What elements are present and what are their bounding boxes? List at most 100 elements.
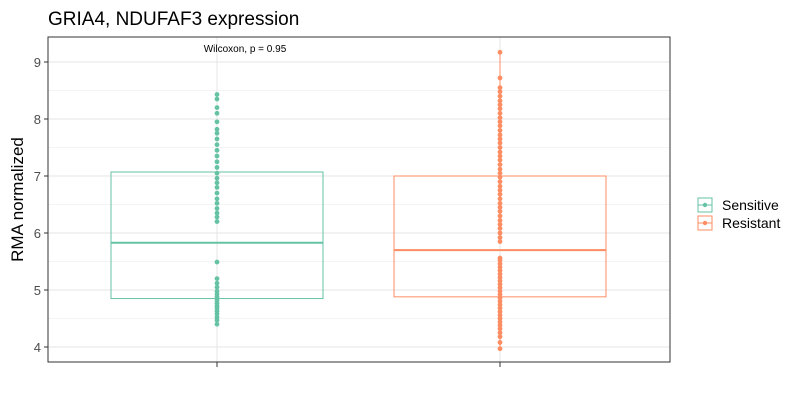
data-point — [497, 340, 503, 345]
data-point — [214, 280, 220, 286]
data-point — [214, 214, 220, 220]
data-point — [497, 115, 503, 121]
data-point — [497, 346, 503, 352]
data-point — [497, 264, 503, 270]
data-point — [497, 319, 503, 325]
legend-key-point — [702, 202, 708, 208]
data-point — [497, 149, 503, 155]
data-point — [214, 119, 220, 125]
data-point — [497, 75, 503, 81]
data-point — [214, 153, 220, 159]
data-point — [497, 153, 503, 159]
data-point — [497, 326, 503, 332]
data-point — [497, 93, 503, 99]
wilcoxon-annotation: Wilcoxon, p = 0.95 — [204, 44, 287, 55]
data-point — [497, 187, 503, 193]
data-point — [214, 297, 220, 303]
y-tick-label: 9 — [34, 55, 41, 70]
data-point — [497, 191, 503, 197]
data-point — [214, 175, 220, 181]
legend-label: Sensitive — [722, 197, 779, 213]
legend-label: Resistant — [722, 215, 780, 231]
data-point — [214, 126, 220, 132]
data-point — [214, 130, 220, 136]
x-axis — [216, 362, 501, 367]
data-point — [497, 106, 503, 112]
data-point — [497, 271, 503, 277]
data-point — [214, 288, 220, 294]
data-point — [214, 219, 220, 225]
data-point — [497, 174, 503, 180]
data-point — [214, 196, 220, 202]
data-point — [214, 284, 220, 290]
legend-item-resistant: Resistant — [697, 215, 780, 231]
data-point — [497, 85, 503, 91]
data-point — [214, 314, 220, 320]
data-point — [214, 276, 220, 281]
data-point — [497, 334, 503, 340]
data-point — [214, 206, 220, 211]
data-point — [497, 292, 503, 297]
data-point — [497, 255, 503, 261]
data-point — [497, 305, 503, 311]
data-point — [497, 275, 503, 280]
y-tick-label: 4 — [34, 340, 41, 355]
data-point — [497, 136, 503, 142]
data-point — [497, 157, 503, 163]
y-axis: 4 5 6 7 8 9 — [34, 55, 48, 355]
data-point — [497, 110, 503, 116]
data-point — [497, 166, 503, 172]
data-point — [214, 142, 220, 148]
data-point — [214, 321, 220, 327]
data-point — [497, 230, 503, 236]
chart-title: GRIA4, NDUFAF3 expression — [48, 9, 299, 30]
y-tick-label: 7 — [34, 169, 41, 184]
data-point — [497, 295, 503, 301]
data-point — [497, 302, 503, 308]
data-point — [214, 110, 220, 116]
y-axis-label: RMA normalized — [8, 137, 27, 262]
data-point — [497, 268, 503, 274]
y-tick-label: 5 — [34, 283, 41, 298]
data-point — [497, 213, 503, 219]
legend: Sensitive Resistant — [697, 197, 780, 231]
data-point — [214, 147, 220, 153]
legend-key-point — [702, 220, 708, 226]
data-point — [497, 208, 503, 214]
data-point — [214, 92, 220, 97]
data-point — [497, 132, 503, 138]
series-resistant — [393, 49, 607, 352]
panel-background — [48, 37, 670, 362]
data-point — [214, 190, 220, 196]
data-point — [497, 102, 503, 108]
data-point — [497, 281, 503, 287]
data-point — [497, 196, 503, 202]
data-point — [497, 218, 503, 223]
data-point — [497, 235, 503, 240]
data-point — [497, 200, 503, 206]
data-point — [497, 140, 503, 146]
data-point — [497, 288, 503, 294]
data-point — [497, 170, 503, 176]
data-point — [497, 261, 503, 267]
data-point — [497, 312, 503, 318]
data-point — [214, 259, 220, 265]
data-point — [497, 127, 503, 133]
data-point — [497, 145, 503, 150]
data-point — [497, 285, 503, 291]
data-point — [497, 49, 503, 55]
data-point — [497, 179, 503, 185]
data-point — [214, 180, 220, 186]
data-point — [214, 200, 220, 206]
plot-panel — [47, 36, 671, 363]
data-point — [497, 316, 503, 321]
data-point — [497, 222, 503, 227]
y-tick-label: 6 — [34, 226, 41, 241]
panel-border — [47, 36, 671, 363]
data-point — [497, 226, 503, 231]
data-point — [214, 170, 220, 176]
data-point — [214, 165, 220, 170]
data-point — [214, 136, 220, 142]
